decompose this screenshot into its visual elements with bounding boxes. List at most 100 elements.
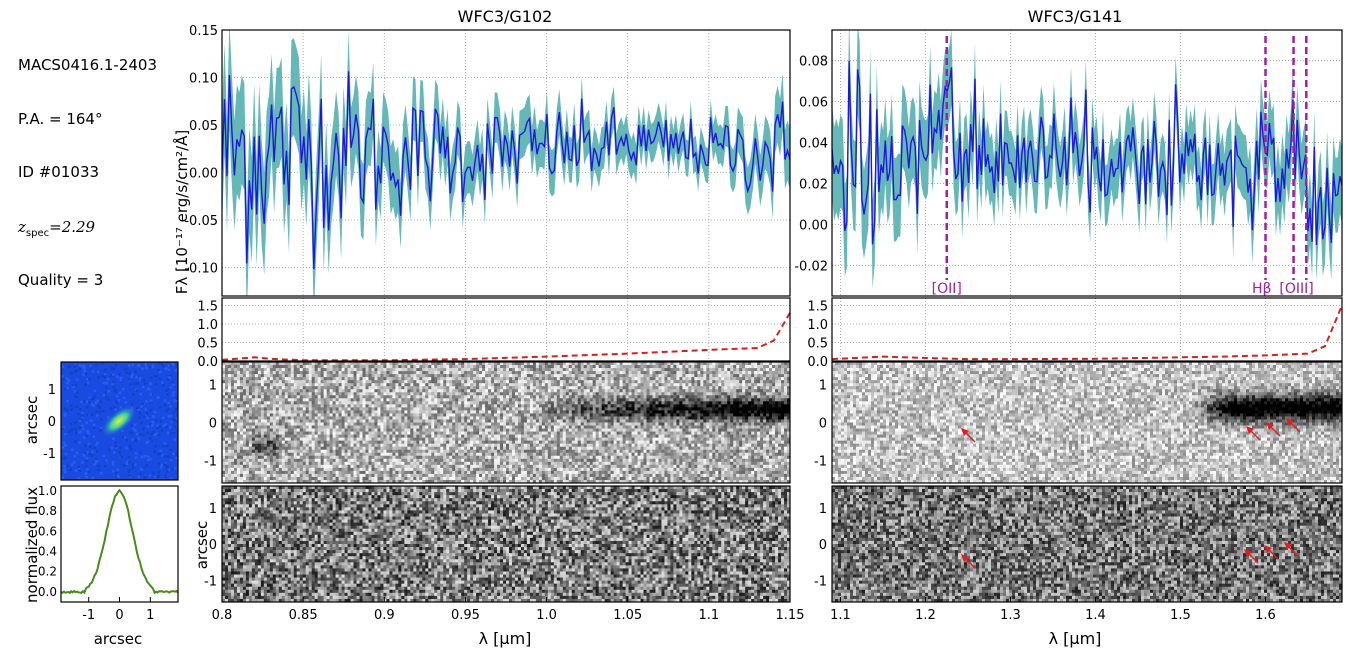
stamp-noise (85, 472, 88, 475)
stamp-noise (117, 476, 120, 479)
stamp-noise (81, 461, 84, 464)
stamp-noise (170, 405, 173, 408)
stamp-noise (110, 408, 113, 411)
stamp-noise (97, 371, 100, 374)
contam-frame (222, 298, 790, 361)
stamp-noise (76, 452, 79, 455)
stamp-noise (85, 476, 88, 479)
stamp-noise (174, 425, 177, 428)
stamp-noise (62, 446, 65, 449)
stamp-noise (167, 455, 170, 458)
stamp-noise (104, 465, 107, 468)
2d-ytick-label: 1 (819, 502, 827, 517)
stamp-noise (172, 453, 175, 456)
contam-ytick-label: 0.5 (807, 336, 828, 351)
stamp-noise (95, 401, 98, 404)
g141-contamination-panel: 0.00.51.01.5 (807, 298, 1342, 370)
stamp-noise (130, 376, 133, 379)
stamp-noise (132, 467, 135, 470)
stamp-noise (112, 380, 115, 383)
stamp-noise (115, 364, 118, 367)
stamp-noise (144, 383, 147, 386)
stamp-noise (171, 468, 174, 471)
stamp-noise (154, 433, 157, 436)
g102-xlabel: λ [μm] (479, 629, 532, 648)
stamp-noise (147, 459, 150, 462)
stamp-noise (105, 459, 108, 462)
stamp-noise (147, 387, 150, 390)
stamp-noise (119, 392, 122, 395)
stamp-noise (145, 366, 148, 369)
stamp-noise (134, 429, 137, 432)
stamp-noise (118, 399, 121, 402)
flux-ytick-label: -0.10 (184, 262, 218, 277)
stamp-noise (164, 474, 167, 477)
stamp-noise (75, 469, 78, 472)
stamp-noise (80, 401, 83, 404)
stamp-noise (73, 461, 76, 464)
stamp-noise (145, 476, 148, 479)
2d-xtick-label: 1.1 (699, 608, 720, 623)
2d-xtick-label: 0.85 (289, 608, 318, 623)
stamp-noise (168, 369, 171, 372)
stamp-noise (155, 383, 158, 386)
stamp-noise (125, 447, 128, 450)
stamp-noise (98, 465, 101, 468)
stamp-noise (161, 429, 164, 432)
stamp-noise (112, 461, 115, 464)
emission-line-label: [OIII] (1279, 281, 1313, 297)
g102-flux-panel: -0.10-0.050.000.050.100.15 (184, 20, 790, 317)
stamp-noise (86, 451, 89, 454)
stamp-noise (100, 401, 103, 404)
stamp-noise (171, 362, 174, 365)
stamp-noise (139, 412, 142, 415)
stamp-noise (136, 390, 139, 393)
stamp-noise (163, 424, 166, 427)
stamp-noise (140, 422, 143, 425)
stamp-noise (112, 463, 115, 466)
stamp-noise (85, 383, 88, 386)
stamp-noise (149, 474, 152, 477)
stamp-noise (85, 435, 88, 438)
stamp-noise (88, 471, 91, 474)
stamp-noise (107, 398, 110, 401)
stamp-noise (162, 445, 165, 448)
stamp-noise (83, 400, 86, 403)
stamp-noise (149, 458, 152, 461)
stamp-noise (111, 383, 114, 386)
stamp-noise (166, 470, 169, 473)
stamp-noise (68, 431, 71, 434)
stamp-noise (95, 411, 98, 414)
stamp-noise (111, 367, 114, 370)
stamp-noise (91, 403, 94, 406)
stamp-noise (128, 364, 131, 367)
stamp-noise (165, 466, 168, 469)
stamp-noise (153, 451, 156, 454)
stamp-noise (96, 414, 99, 417)
stamp-noise (139, 377, 142, 380)
stamp-noise (112, 437, 115, 440)
flux-ytick-label: -0.02 (794, 259, 828, 274)
contam-ytick-label: 0.5 (197, 336, 218, 351)
stamp-noise (173, 432, 176, 435)
stamp-noise (64, 414, 66, 417)
stamp-noise (159, 371, 162, 374)
stamp-noise (83, 367, 86, 370)
stamp-noise (75, 395, 78, 398)
stamp-noise (145, 363, 148, 366)
stamp-noise (152, 431, 155, 434)
flux-ytick-label: 0.04 (799, 137, 828, 152)
stamp-noise (91, 450, 94, 453)
stamp-noise (64, 457, 67, 460)
stamp-noise (114, 442, 117, 445)
stamp-noise (167, 408, 170, 411)
stamp-noise (164, 464, 167, 467)
stamp-noise (91, 414, 94, 417)
stamp-noise (151, 424, 154, 427)
stamp-noise (138, 364, 141, 367)
stamp-noise (129, 445, 132, 448)
stamp-noise (174, 369, 177, 372)
stamp-noise (112, 470, 115, 473)
stamp-noise (147, 455, 150, 458)
stamp-noise (112, 373, 115, 376)
